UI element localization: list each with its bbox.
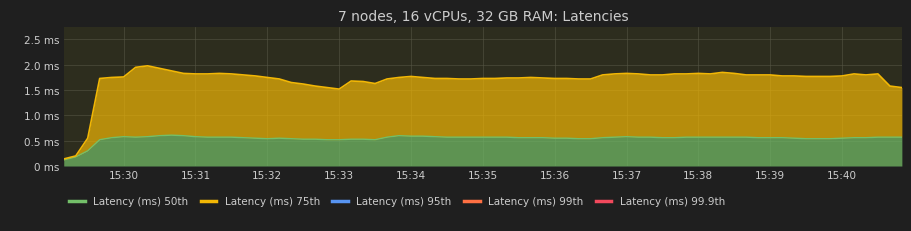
Title: 7 nodes, 16 vCPUs, 32 GB RAM: Latencies: 7 nodes, 16 vCPUs, 32 GB RAM: Latencies [337, 10, 629, 24]
Legend: Latency (ms) 50th, Latency (ms) 75th, Latency (ms) 95th, Latency (ms) 99th, Late: Latency (ms) 50th, Latency (ms) 75th, La… [69, 196, 725, 207]
